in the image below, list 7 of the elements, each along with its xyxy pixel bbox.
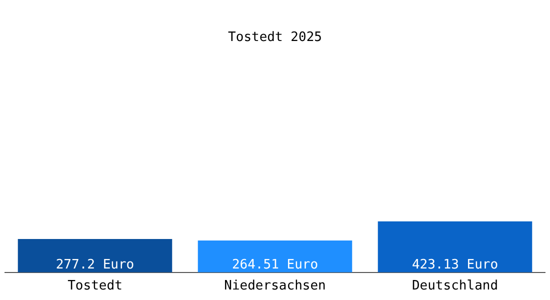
- data-label: 277.2 Euro: [56, 257, 134, 272]
- data-label: 423.13 Euro: [412, 257, 498, 272]
- data-label: 264.51 Euro: [232, 257, 318, 272]
- x-tick-label: Niedersachsen: [224, 278, 326, 294]
- x-tick-label: Deutschland: [412, 278, 498, 294]
- x-tick-label: Tostedt: [68, 278, 122, 294]
- chart-title: Tostedt 2025: [228, 30, 322, 46]
